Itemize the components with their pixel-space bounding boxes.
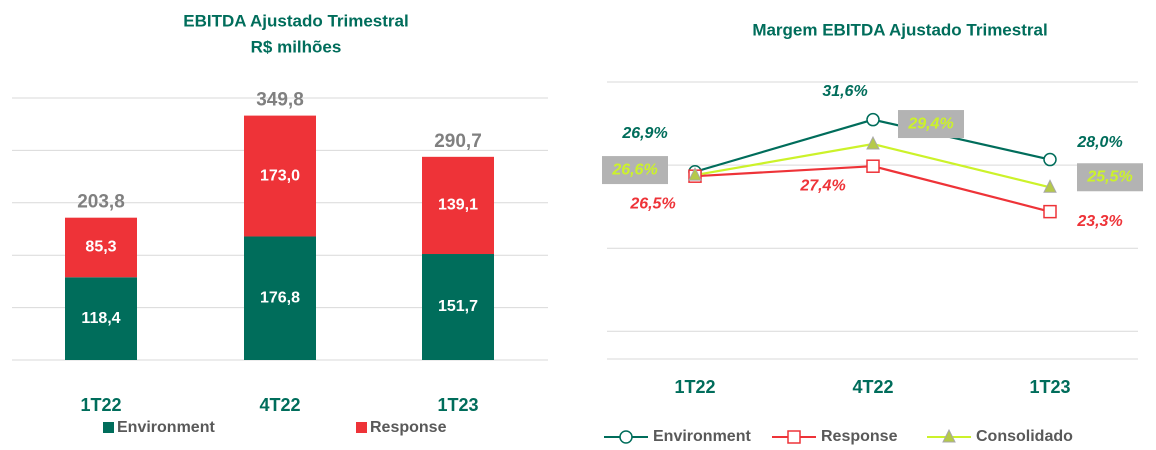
line-marker — [866, 135, 880, 150]
value-label: 27,4% — [799, 177, 845, 194]
line-marker — [866, 112, 880, 127]
label-box — [602, 156, 668, 185]
x-tick-label: 1T22 — [80, 395, 121, 415]
value-label: 118,4 — [81, 310, 120, 327]
x-tick-label: 4T22 — [852, 377, 893, 397]
legend-marker — [787, 430, 801, 444]
bar-segment — [65, 277, 137, 360]
bar-segment — [422, 254, 494, 360]
line-marker — [688, 166, 702, 181]
value-label: 28,0% — [1076, 134, 1122, 151]
value-label: 23,3% — [1076, 213, 1122, 230]
label-box — [1077, 163, 1143, 192]
value-label: 26,5% — [629, 195, 675, 212]
chart-title: Margem EBITDA Ajustado Trimestral — [752, 20, 1047, 39]
total-label: 349,8 — [256, 90, 304, 111]
total-label: 203,8 — [77, 192, 125, 213]
line-marker — [866, 159, 880, 173]
legend-label: Environment — [117, 419, 215, 436]
bar-segment — [422, 156, 494, 255]
label-box — [898, 110, 964, 139]
x-tick-label: 1T23 — [437, 395, 478, 415]
legend-label: Environment — [653, 428, 751, 445]
bar-segment — [65, 217, 137, 278]
value-label: 151,7 — [438, 298, 478, 315]
line — [694, 165, 1051, 213]
line-marker — [1043, 204, 1057, 219]
x-tick-label: 1T23 — [1029, 377, 1070, 397]
chart-title: EBITDA Ajustado Trimestral — [183, 11, 408, 30]
legend-label: Response — [821, 428, 898, 445]
legend-marker — [619, 430, 633, 444]
value-label: 29,4% — [907, 115, 953, 132]
bar-segment — [244, 115, 316, 237]
value-label: 85,3 — [85, 239, 116, 256]
value-label: 26,9% — [621, 125, 667, 142]
legend-label: Consolidado — [976, 428, 1073, 445]
bar-segment — [244, 236, 316, 360]
value-label: 25,5% — [1086, 168, 1132, 185]
total-label: 290,7 — [434, 131, 482, 152]
value-label: 31,6% — [822, 83, 867, 100]
value-label: 139,1 — [438, 197, 478, 214]
value-label: 26,6% — [611, 161, 657, 178]
x-tick-label: 1T22 — [674, 377, 715, 397]
legend-marker — [942, 428, 956, 443]
line-marker — [1043, 152, 1057, 167]
line-marker — [1043, 179, 1057, 193]
legend-swatch — [356, 422, 367, 433]
legend-swatch — [103, 422, 114, 433]
value-label: 173,0 — [260, 167, 300, 184]
x-tick-label: 4T22 — [259, 395, 300, 415]
value-label: 176,8 — [260, 289, 300, 306]
legend-label: Response — [370, 419, 447, 436]
chart-subtitle: R$ milhões — [251, 37, 342, 56]
